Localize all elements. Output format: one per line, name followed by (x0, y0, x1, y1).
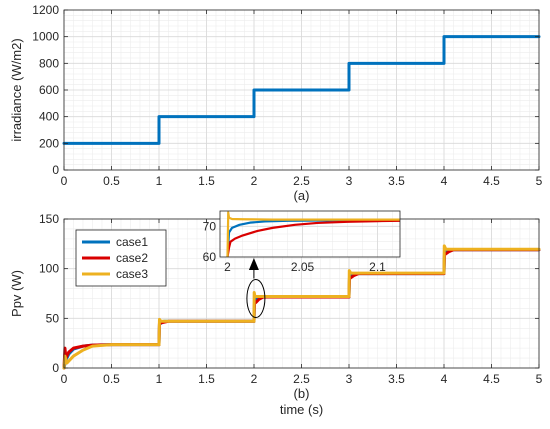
y-tick-label: 150 (39, 212, 59, 226)
series-line-series1 (62, 35, 541, 145)
inset-x-tick-label: 2.1 (369, 260, 386, 274)
panel-a: 0 0.5 1 1.5 2 2.5 3 3.5 4 4.5 5 0 200 400 600 800 1000 12… (9, 3, 543, 203)
inset-y-tick-label: 60 (203, 250, 217, 264)
legend-label-case2: case2 (116, 251, 148, 265)
y-axis-label: irradiance (W/m2) (9, 38, 24, 141)
x-tick-label: 4.5 (483, 372, 500, 386)
y-tick-label: 800 (39, 56, 59, 70)
x-axis-label: time (s) (280, 402, 323, 417)
inset-box (219, 210, 401, 258)
x-tick-label: 3 (346, 372, 353, 386)
y-tick-label: 100 (39, 262, 59, 276)
y-tick-label: 50 (46, 311, 60, 325)
x-tick-label: 4 (441, 174, 448, 188)
x-tick-label: 0.5 (103, 174, 120, 188)
inset-x-tick-label: 2 (224, 260, 231, 274)
y-tick-label: 0 (52, 361, 59, 375)
x-tick-label: 1.5 (198, 372, 215, 386)
x-tick-label: 1.5 (198, 174, 215, 188)
x-tick-label: 5 (536, 174, 543, 188)
panel-label: (a) (294, 188, 310, 203)
x-tick-label: 1 (156, 174, 163, 188)
x-tick-label: 2.5 (293, 174, 310, 188)
y-axis-label: Ppv (W) (9, 270, 24, 317)
y-tick-label: 400 (39, 110, 59, 124)
y-tick-label: 0 (52, 163, 59, 177)
x-tick-label: 5 (536, 372, 543, 386)
legend: case1 case2 case3 (75, 229, 167, 287)
x-tick-label: 0 (61, 372, 68, 386)
x-tick-label: 1 (156, 372, 163, 386)
legend-label-case1: case1 (116, 235, 148, 249)
x-tick-label: 2 (251, 174, 258, 188)
inset-x-tick-label: 2.05 (291, 260, 315, 274)
x-tick-label: 2.5 (293, 372, 310, 386)
legend-label-case3: case3 (116, 267, 148, 281)
x-tick-label: 0.5 (103, 372, 120, 386)
series-line-case3 (62, 244, 541, 370)
x-tick-label: 0 (61, 174, 68, 188)
y-tick-label: 600 (39, 83, 59, 97)
inset: 2 2.05 2.1 60 70 (203, 210, 401, 279)
x-tick-label: 2 (251, 372, 258, 386)
y-tick-label: 200 (39, 136, 59, 150)
panel-label: (b) (294, 386, 310, 401)
y-tick-label: 1200 (32, 3, 59, 17)
inset-series-line-case3 (226, 211, 400, 258)
x-tick-label: 3 (346, 174, 353, 188)
inset-series-line-case2 (226, 219, 401, 258)
x-tick-label: 3.5 (388, 174, 405, 188)
x-tick-label: 4.5 (483, 174, 500, 188)
zoom-ellipse (246, 278, 266, 318)
inset-y-tick-label: 70 (203, 219, 217, 233)
y-tick-label: 1000 (32, 30, 59, 44)
zoom-arrow-head (248, 258, 259, 270)
x-tick-label: 3.5 (388, 372, 405, 386)
x-tick-label: 4 (441, 372, 448, 386)
